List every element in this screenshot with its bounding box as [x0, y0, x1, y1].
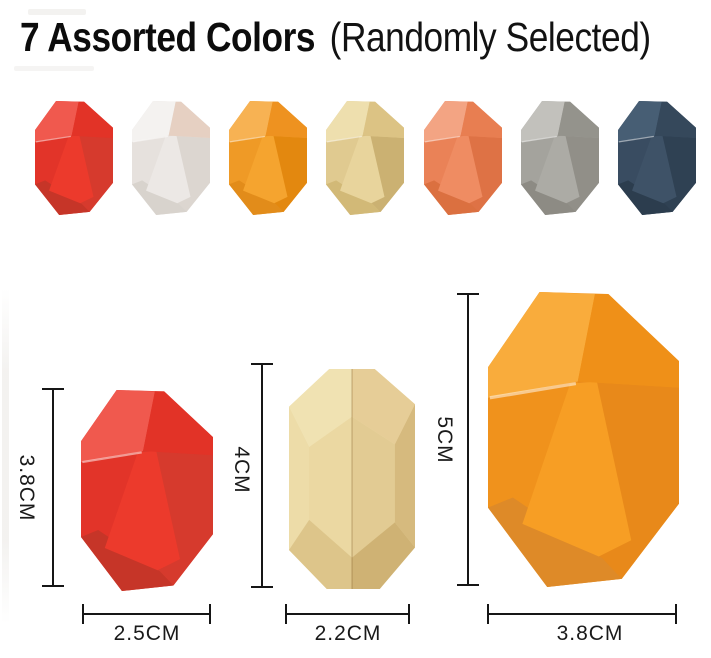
gem-icon: [229, 101, 308, 215]
swatch-red: [35, 101, 113, 215]
gem-icon: [132, 101, 211, 215]
swatch-white: [132, 101, 211, 215]
swatch-navy: [617, 101, 696, 215]
red-block-large: [81, 390, 213, 591]
swatch-orange: [229, 101, 308, 215]
gem-icon: [326, 101, 405, 215]
beige-block-large: [289, 369, 415, 589]
gem-icon: [520, 101, 599, 215]
height-label-beige: 4CM: [230, 446, 253, 494]
height-dimension-line-beige: [251, 363, 273, 588]
height-label-orange: 5CM: [433, 416, 456, 464]
height-label-red: 3.8CM: [15, 454, 38, 522]
gem-icon: [488, 292, 679, 587]
gem-icon: [423, 101, 502, 215]
width-dimension-line-beige: [285, 604, 410, 624]
title-bold-text: 7 Assorted Colors: [20, 14, 316, 60]
gem-icon: [81, 390, 213, 591]
swatch-beige: [326, 101, 405, 215]
gem-icon: [35, 101, 113, 215]
width-dimension-line-red: [82, 604, 211, 624]
width-label-orange: 3.8CM: [556, 622, 624, 645]
width-label-red: 2.5CM: [113, 622, 181, 645]
color-swatch-row: [35, 101, 696, 215]
orange-block-large: [488, 292, 679, 587]
height-dimension-line-red: [42, 388, 64, 587]
title-paren-text: (Randomly Selected): [329, 14, 652, 60]
gem-icon: [289, 369, 415, 589]
gem-icon: [617, 101, 696, 215]
swatch-coral: [423, 101, 502, 215]
page-title: 7 Assorted Colors (Randomly Selected): [20, 14, 651, 61]
width-dimension-line-orange: [487, 604, 677, 624]
swatch-gray: [520, 101, 599, 215]
width-label-beige: 2.2CM: [314, 622, 382, 645]
height-dimension-line-orange: [457, 293, 479, 586]
